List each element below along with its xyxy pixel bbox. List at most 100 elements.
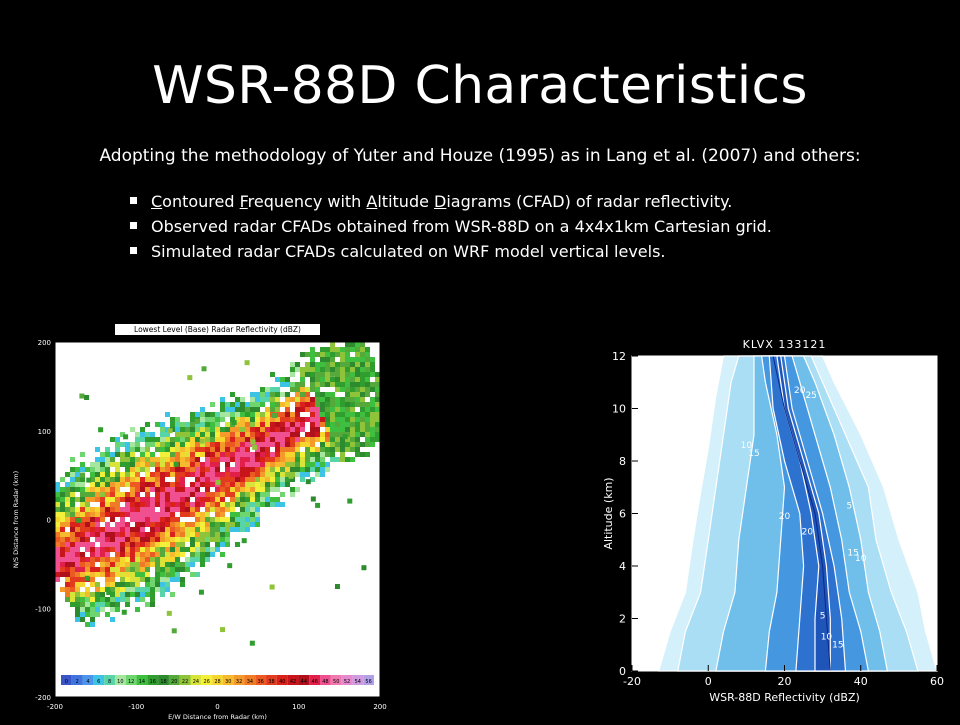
reflectivity-cell bbox=[170, 572, 175, 577]
colorbar-swatch bbox=[125, 675, 137, 685]
reflectivity-cell bbox=[130, 427, 135, 432]
colorbar-swatch bbox=[61, 675, 72, 685]
reflectivity-cell bbox=[105, 452, 110, 457]
reflectivity-cell bbox=[250, 392, 255, 397]
reflectivity-cell bbox=[150, 602, 155, 607]
reflectivity-cell bbox=[180, 462, 185, 467]
reflectivity-cell bbox=[225, 502, 230, 507]
reflectivity-cell bbox=[205, 427, 210, 432]
reflectivity-cell bbox=[135, 527, 140, 532]
reflectivity-cell bbox=[60, 532, 65, 537]
reflectivity-cell bbox=[180, 547, 185, 552]
colorbar-label: 56 bbox=[365, 679, 371, 685]
y-tick-label: 2 bbox=[619, 613, 626, 626]
reflectivity-cell bbox=[315, 407, 320, 412]
reflectivity-cell bbox=[225, 542, 230, 547]
reflectivity-field bbox=[55, 342, 380, 646]
reflectivity-cell bbox=[340, 407, 345, 412]
reflectivity-cell bbox=[365, 417, 370, 422]
slide-title: WSR-88D Characteristics bbox=[152, 56, 808, 116]
reflectivity-cell bbox=[100, 497, 105, 502]
reflectivity-cell bbox=[290, 442, 295, 447]
reflectivity-cell bbox=[285, 452, 290, 457]
reflectivity-cell bbox=[255, 492, 260, 497]
reflectivity-cell bbox=[295, 452, 300, 457]
reflectivity-cell bbox=[345, 422, 350, 427]
reflectivity-cell bbox=[350, 427, 355, 432]
reflectivity-cell bbox=[70, 512, 75, 517]
reflectivity-cell bbox=[115, 472, 120, 477]
reflectivity-cell bbox=[80, 532, 85, 537]
reflectivity-cell bbox=[245, 507, 250, 512]
reflectivity-cell bbox=[160, 542, 165, 547]
reflectivity-cell bbox=[245, 437, 250, 442]
reflectivity-cell bbox=[60, 572, 65, 577]
y-tick-label: -200 bbox=[35, 694, 51, 702]
reflectivity-cell bbox=[140, 592, 145, 597]
reflectivity-cell bbox=[235, 412, 240, 417]
reflectivity-cell bbox=[250, 432, 255, 437]
reflectivity-cell bbox=[140, 467, 145, 472]
reflectivity-cell bbox=[220, 492, 225, 497]
reflectivity-cell bbox=[300, 397, 305, 402]
reflectivity-cell bbox=[165, 547, 170, 552]
reflectivity-cell bbox=[250, 397, 255, 402]
reflectivity-cell bbox=[80, 597, 85, 602]
reflectivity-cell bbox=[130, 447, 135, 452]
reflectivity-cell bbox=[285, 407, 290, 412]
colorbar-label: 16 bbox=[150, 679, 156, 685]
reflectivity-cell bbox=[110, 477, 115, 482]
reflectivity-cell bbox=[75, 617, 80, 622]
x-tick-label: -100 bbox=[128, 703, 144, 711]
reflectivity-cell bbox=[70, 562, 75, 567]
reflectivity-cell bbox=[110, 617, 115, 622]
reflectivity-cell bbox=[150, 557, 155, 562]
reflectivity-cell bbox=[150, 597, 155, 602]
reflectivity-cell bbox=[155, 582, 160, 587]
reflectivity-cell bbox=[340, 372, 345, 377]
reflectivity-cell bbox=[245, 462, 250, 467]
reflectivity-cell bbox=[285, 392, 290, 397]
reflectivity-cell bbox=[220, 627, 226, 633]
reflectivity-cell bbox=[80, 572, 85, 577]
reflectivity-cell bbox=[110, 492, 115, 497]
reflectivity-cell bbox=[235, 482, 240, 487]
colorbar-swatch bbox=[287, 675, 299, 685]
reflectivity-cell bbox=[320, 392, 325, 397]
cfad-contour-label: 25 bbox=[805, 391, 816, 401]
reflectivity-cell bbox=[125, 562, 130, 567]
reflectivity-cell bbox=[315, 352, 320, 357]
colorbar-swatch bbox=[158, 675, 169, 685]
reflectivity-cell bbox=[160, 442, 165, 447]
map-frame bbox=[54, 341, 381, 698]
reflectivity-cell bbox=[105, 537, 110, 542]
reflectivity-cell bbox=[110, 587, 115, 592]
colorbar-label: 0 bbox=[65, 679, 68, 685]
reflectivity-cell bbox=[260, 482, 265, 487]
reflectivity-cell bbox=[365, 372, 370, 377]
reflectivity-cell bbox=[315, 417, 320, 422]
reflectivity-cell bbox=[325, 367, 330, 372]
reflectivity-cell bbox=[250, 412, 255, 417]
reflectivity-cell bbox=[335, 437, 340, 442]
reflectivity-cell bbox=[220, 497, 225, 502]
reflectivity-cell bbox=[135, 592, 140, 597]
reflectivity-cell bbox=[85, 507, 90, 512]
reflectivity-cell bbox=[135, 577, 140, 582]
reflectivity-cell bbox=[315, 462, 320, 467]
reflectivity-cell bbox=[85, 467, 90, 472]
reflectivity-cell bbox=[130, 472, 135, 477]
reflectivity-cell bbox=[220, 482, 225, 487]
reflectivity-cell bbox=[110, 462, 115, 467]
reflectivity-cell bbox=[355, 402, 360, 407]
reflectivity-cell bbox=[235, 457, 240, 462]
reflectivity-cell bbox=[125, 542, 130, 547]
reflectivity-cell bbox=[115, 462, 120, 467]
reflectivity-cell bbox=[200, 472, 205, 477]
reflectivity-cell bbox=[230, 437, 235, 442]
x-tick-label: 60 bbox=[930, 675, 944, 688]
reflectivity-cell bbox=[240, 422, 245, 427]
reflectivity-cell bbox=[190, 552, 195, 557]
reflectivity-cell bbox=[110, 547, 115, 552]
reflectivity-cell bbox=[120, 532, 125, 537]
